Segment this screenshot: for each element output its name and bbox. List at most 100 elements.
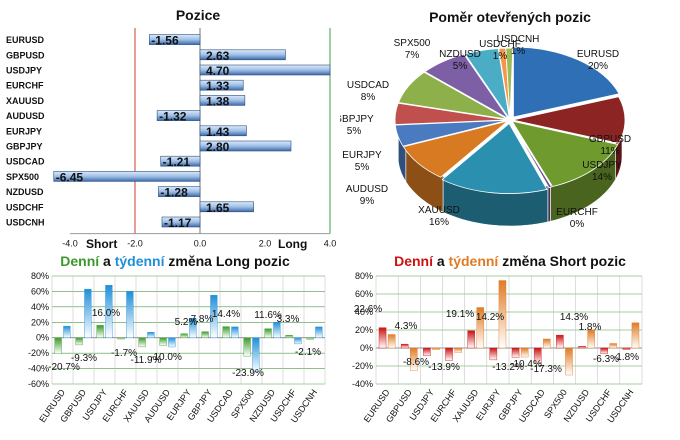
change-bar [189, 318, 197, 338]
pie-slice [505, 47, 514, 119]
change-bar [520, 347, 529, 358]
position-bar [199, 201, 254, 213]
positions-chart-title: Pozice [176, 7, 221, 23]
pie-slice-percent: 0% [570, 219, 585, 230]
change-bar [556, 334, 564, 349]
value-label: 1.33 [206, 79, 230, 93]
change-bar [75, 337, 83, 346]
data-label: 5.2% [175, 317, 198, 328]
position-bar [158, 186, 201, 197]
pie-slice-name: EURCHF [556, 207, 598, 218]
data-label: 3.3% [277, 314, 300, 325]
pie-chart-title: Poměr otevřených pozic [429, 9, 591, 25]
position-bar [156, 110, 201, 121]
change-bar [587, 329, 595, 349]
pie-slice-percent: 5% [347, 126, 362, 137]
data-label: -10.4% [510, 359, 542, 370]
change-bar [467, 330, 475, 349]
category-label: USDJPY [6, 66, 42, 76]
change-bar [543, 338, 551, 349]
y-tick-label: 80% [31, 271, 49, 281]
value-label: 1.43 [206, 125, 230, 139]
pie-slice [512, 96, 626, 144]
data-label: 16.0% [92, 308, 120, 319]
pie-slice-percent: 9% [360, 196, 375, 207]
value-label: -1.28 [160, 186, 188, 200]
change-bar [445, 347, 453, 361]
change-bar [600, 347, 608, 354]
data-label: -6.3% [593, 354, 619, 365]
pie-slice-name: USDCHF [479, 39, 521, 50]
pie-slice [441, 122, 548, 194]
data-label: -13.2% [492, 362, 524, 373]
pie-slice-name: XAUUSD [418, 205, 460, 216]
pie-slice-percent: 16% [429, 217, 449, 228]
pie-slice-percent: 5% [355, 162, 370, 173]
pie-slice-name: NZDUSD [439, 49, 481, 60]
change-bar [96, 325, 104, 338]
change-bar [387, 334, 396, 349]
category-label: GBPUSD [6, 50, 45, 60]
change-bar [180, 333, 188, 338]
position-bar [199, 79, 244, 91]
pie-slice-percent: 7% [405, 50, 420, 61]
short-chart-title: Denní a týdenní změna Short pozic [394, 253, 626, 269]
change-bar [117, 337, 125, 340]
category-label: EURCHF [6, 81, 44, 91]
change-bar [222, 326, 230, 338]
category-label: USDCNH [6, 218, 45, 228]
pie-slice [394, 102, 508, 126]
y-tick-label: 40% [31, 302, 49, 312]
change-bar [565, 347, 573, 376]
data-label: -11.9% [131, 355, 162, 366]
data-label: 7.8% [191, 314, 214, 325]
category-label: GBPJPY [6, 142, 43, 152]
value-label: 2.63 [206, 49, 230, 63]
pie-slice-name: EURJPY [342, 150, 382, 161]
category-label: NZDUSD [6, 187, 44, 197]
y-tick-label: -40% [352, 379, 373, 389]
position-bar [199, 95, 246, 106]
y-tick-label: -20% [352, 361, 373, 371]
change-bar [423, 347, 431, 356]
long-title-daily: Denní [60, 253, 100, 269]
position-bar [199, 140, 292, 152]
value-label: -1.32 [159, 110, 187, 124]
pie-slice [394, 119, 508, 147]
pie-slice-name: GBPJPY [340, 114, 374, 125]
y-tick-label: 0% [360, 343, 373, 353]
change-bar [273, 322, 281, 338]
pie-slice [464, 48, 510, 119]
long-side-label: Long [278, 237, 307, 251]
pie-slice-name: USDJPY [582, 160, 622, 171]
change-bar [498, 280, 507, 349]
change-bar [609, 343, 618, 349]
pie-slice-percent: 14% [592, 172, 612, 183]
change-bar [159, 337, 167, 346]
y-tick-label: 20% [355, 325, 373, 335]
value-label: -1.17 [164, 216, 192, 230]
x-tick-label: 0.0 [194, 239, 207, 249]
category-label: USDCAD [6, 157, 45, 167]
long-title-rest: změna Long pozic [165, 253, 290, 269]
x-tick-label: -4.0 [62, 239, 78, 249]
data-label: -20.7% [48, 362, 80, 373]
y-tick-label: 60% [355, 289, 373, 299]
y-tick-label: 20% [31, 317, 49, 327]
change-bar [400, 343, 409, 349]
y-tick-label: -20% [28, 348, 49, 358]
change-bar [511, 347, 520, 358]
change-bar [63, 325, 71, 338]
data-label: 1.8% [579, 322, 602, 333]
pie-slice-percent: 5% [453, 61, 468, 72]
change-bar [138, 337, 146, 348]
category-label: EURJPY [6, 126, 42, 136]
position-bar [53, 171, 201, 182]
category-label: USDCHF [6, 202, 44, 212]
data-label: -23.9% [232, 368, 264, 379]
pie-slice-name: USDCAD [347, 80, 389, 91]
change-bar [410, 347, 418, 371]
change-bar [315, 326, 323, 338]
data-label: -1.8% [613, 352, 639, 363]
